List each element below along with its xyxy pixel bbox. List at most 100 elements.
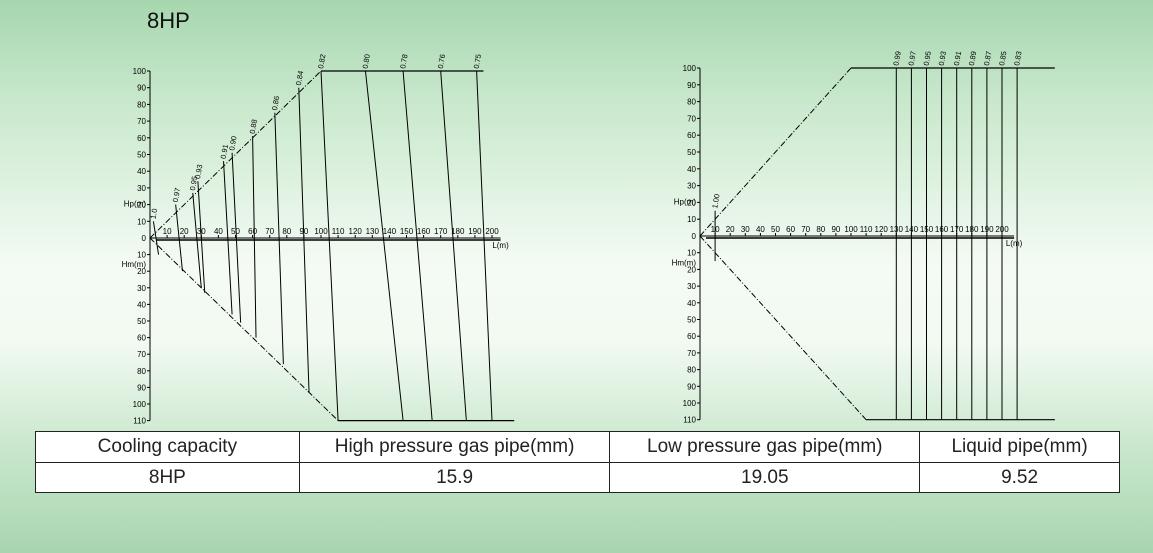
coefficient-label: 0.82 [316, 53, 327, 69]
y-tick-label: 70 [687, 349, 696, 358]
coefficient-line [252, 136, 257, 338]
coefficient-line [223, 161, 233, 315]
coefficient-label: 1.0 [149, 208, 160, 220]
coefficient-line [364, 70, 404, 421]
coefficient-line [152, 221, 160, 255]
coefficient-label: 0.95 [922, 50, 933, 66]
y-tick-label: 40 [137, 167, 146, 176]
x-tick-label: 30 [741, 225, 750, 234]
y-tick-label: 80 [137, 367, 146, 376]
correction-chart-left: 0 10 20 30 40 50 60 70 80 90 100 10 20 30 40 50 60 70 80 90… [122, 53, 515, 426]
table-header-cell: High pressure gas pipe(mm) [298, 431, 611, 463]
y-tick-label: 100 [133, 67, 147, 76]
coefficient-label: 0.89 [967, 50, 978, 66]
y-tick-label: 90 [687, 382, 696, 391]
x-tick-label: 120 [875, 225, 889, 234]
x-tick-label: 160 [417, 227, 431, 236]
y-tick-label: 60 [137, 134, 146, 143]
coefficient-line [197, 181, 206, 293]
y-tick-label: 20 [687, 198, 696, 207]
x-tick-label: 40 [756, 225, 765, 234]
x-tick-label: 100 [844, 225, 858, 234]
x-tick-label: 90 [299, 227, 308, 236]
coefficient-label: 0.85 [997, 50, 1008, 66]
coefficient-line [402, 70, 433, 421]
y-tick-label: 30 [137, 184, 146, 193]
x-axis-label: L(m) [492, 241, 509, 250]
coefficient-label: 0.75 [472, 53, 483, 69]
page-title: 8HP [147, 8, 190, 33]
coefficient-label: 0.97 [907, 50, 918, 66]
x-tick-label: 80 [816, 225, 825, 234]
x-tick-label: 40 [214, 227, 223, 236]
y-tick-label: 110 [133, 417, 146, 426]
y-tick-label: 100 [683, 64, 697, 73]
coefficient-label: 0.84 [294, 70, 305, 86]
x-tick-label: 10 [163, 227, 172, 236]
table-cell: 8HP [35, 462, 300, 493]
coefficient-label: 0.93 [193, 164, 204, 180]
y-tick-label: 60 [687, 131, 696, 140]
coefficient-label: 0.91 [952, 50, 963, 66]
coefficient-label: 0.80 [361, 53, 372, 69]
y-tick-label: 70 [137, 350, 146, 359]
y-tick-label: 40 [687, 165, 696, 174]
x-tick-label: 110 [860, 225, 873, 234]
y-tick-label: 90 [137, 84, 146, 93]
y-tick-label: 70 [687, 114, 696, 123]
x-tick-label: 120 [349, 227, 363, 236]
x-tick-label: 50 [771, 225, 780, 234]
x-tick-label: 140 [383, 227, 397, 236]
coefficient-line [440, 70, 467, 421]
coefficient-line [175, 204, 183, 272]
y-axis-label-down: Hm(m) [672, 258, 697, 267]
x-tick-label: 30 [197, 227, 206, 236]
y-tick-label: 30 [687, 182, 696, 191]
pipe-spec-table: Cooling capacity High pressure gas pipe(… [35, 431, 1120, 493]
y-tick-label: 50 [137, 151, 146, 160]
x-tick-label: 200 [485, 227, 499, 236]
y-axis-label-up: Hp(m) [124, 200, 147, 209]
y-tick-label: 60 [137, 334, 146, 343]
y-tick-label: 90 [137, 383, 146, 392]
x-tick-label: 90 [831, 225, 840, 234]
envelope-upper-diagonal [699, 67, 852, 237]
y-tick-label: 10 [137, 217, 146, 226]
x-tick-label: 60 [248, 227, 257, 236]
table-row: 8HP 15.9 19.05 9.52 [35, 462, 1120, 493]
envelope-lower-diagonal [699, 235, 867, 421]
coefficient-label: 0.88 [248, 119, 259, 135]
y-tick-label: 80 [687, 98, 696, 107]
y-tick-label: 0 [142, 234, 147, 243]
table-header-cell: Low pressure gas pipe(mm) [609, 431, 921, 463]
y-tick-label: 10 [137, 251, 146, 260]
coefficient-line [192, 192, 202, 288]
coefficient-label: 0.95 [188, 175, 199, 191]
table-header-cell: Cooling capacity [35, 431, 300, 463]
y-tick-label: 20 [137, 267, 146, 276]
coefficient-label: 0.91 [219, 144, 230, 160]
correction-chart-right: 0 10 20 30 40 50 60 70 80 90 100 10 20 30 40 50 60 70 80 90… [672, 50, 1055, 425]
table-cell: 9.52 [919, 462, 1120, 493]
x-tick-label: 70 [801, 225, 810, 234]
y-tick-label: 80 [137, 100, 146, 109]
envelope-lower-diagonal [149, 237, 339, 421]
x-tick-label: 80 [282, 227, 291, 236]
y-tick-label: 50 [687, 316, 696, 325]
coefficient-line [274, 112, 284, 365]
coefficient-line [320, 70, 339, 421]
y-tick-label: 20 [137, 201, 146, 210]
y-axis-label-down: Hm(m) [122, 260, 147, 269]
x-tick-label: 170 [434, 227, 448, 236]
y-tick-label: 10 [687, 249, 696, 258]
y-tick-label: 10 [687, 215, 696, 224]
y-tick-label: 50 [137, 317, 146, 326]
coefficient-label: 0.78 [398, 53, 409, 69]
y-tick-label: 40 [137, 300, 146, 309]
x-tick-label: 150 [400, 227, 414, 236]
envelope-upper-diagonal [149, 70, 322, 239]
y-tick-label: 0 [692, 232, 697, 241]
x-tick-label: 20 [180, 227, 189, 236]
table-header-row: Cooling capacity High pressure gas pipe(… [35, 431, 1120, 463]
x-tick-label: 20 [726, 225, 735, 234]
